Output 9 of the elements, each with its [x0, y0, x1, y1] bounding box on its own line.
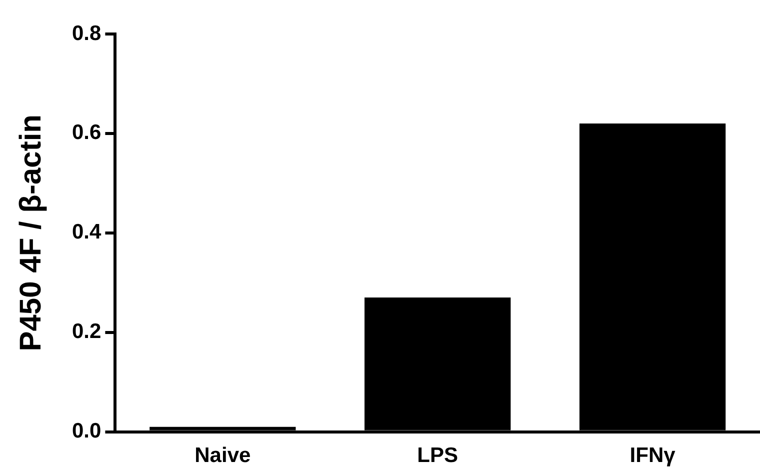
- x-tick-label: IFNγ: [630, 444, 676, 468]
- y-tick-label: 0.0: [72, 420, 102, 443]
- y-axis-title: P450 4F / β-actin: [14, 114, 48, 352]
- y-tick-label: 0.6: [72, 121, 102, 144]
- y-tick-label: 0.4: [72, 220, 102, 244]
- y-tick-label: 0.8: [72, 22, 102, 45]
- x-tick-label: LPS: [417, 444, 458, 468]
- y-tick-label: 0.2: [72, 320, 102, 344]
- x-tick-label: Naive: [194, 444, 251, 468]
